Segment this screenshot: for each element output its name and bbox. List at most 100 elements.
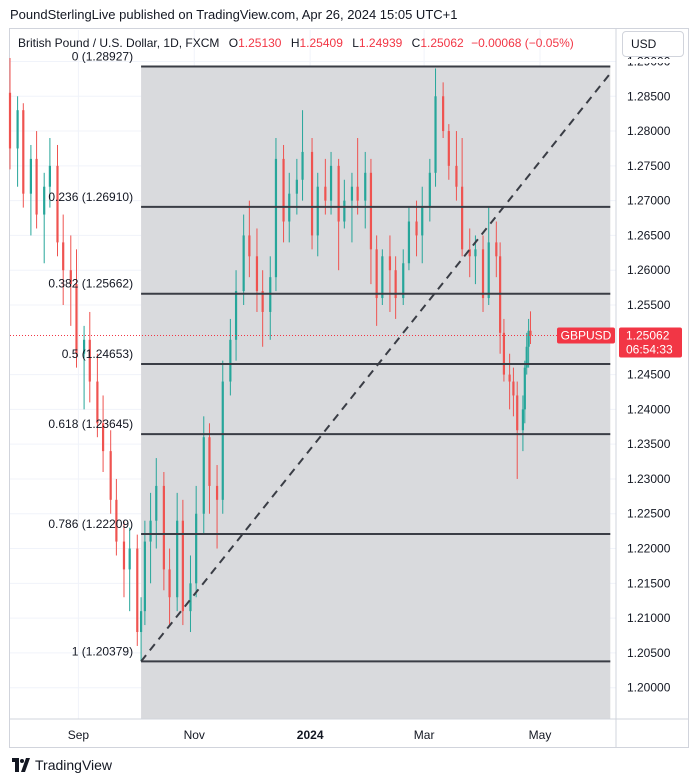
candle [261, 270, 264, 347]
candle-body [139, 611, 143, 633]
y-tick-label: 1.23000 [627, 472, 671, 486]
fib-level-label: 0.382 (1.25662) [48, 277, 133, 291]
candle-body [474, 249, 477, 257]
candle-body [128, 548, 131, 570]
price-tag-countdown: 06:54:33 [626, 342, 673, 356]
candle [381, 249, 384, 306]
candle [168, 548, 171, 626]
candle-body [502, 332, 506, 375]
candle-body [447, 131, 450, 166]
candle [356, 138, 359, 215]
candle [22, 103, 25, 208]
y-tick-label: 1.21500 [627, 576, 671, 590]
candle [176, 492, 179, 612]
candle [208, 423, 211, 514]
candle [442, 82, 445, 139]
candle-body [96, 381, 99, 424]
candle-body [122, 541, 126, 570]
change-value: −0.00068 (−0.05%) [471, 36, 574, 50]
candle [516, 381, 519, 479]
candle-body [48, 165, 51, 187]
symbol-legend: British Pound / U.S. Dollar, 1D, FXCM O1… [18, 36, 574, 50]
open-label: O [228, 36, 239, 50]
candle [337, 158, 340, 271]
candle-body [428, 172, 431, 208]
candle-body [402, 263, 405, 299]
high-value: 1.25409 [299, 36, 343, 50]
x-tick-label: Mar [414, 728, 435, 742]
candle [229, 318, 232, 396]
candle-body [369, 172, 373, 250]
candle [295, 158, 298, 215]
candle [48, 138, 51, 208]
candle [248, 200, 251, 278]
candle-body [364, 172, 367, 201]
candle [143, 520, 146, 626]
candle-body [316, 186, 319, 236]
candle [35, 131, 38, 229]
candle-body [234, 291, 238, 340]
candle-body [69, 270, 72, 285]
candle [75, 249, 78, 368]
candle [447, 124, 450, 180]
candle [434, 68, 437, 187]
candle-body [527, 330, 530, 347]
y-tick-label: 1.26500 [627, 228, 671, 242]
candle-body [295, 179, 298, 194]
candle [525, 332, 528, 375]
candle [421, 186, 424, 264]
candle [512, 367, 515, 417]
currency-button[interactable]: USD [622, 31, 684, 57]
candle [69, 235, 72, 326]
high-label: H [290, 36, 300, 50]
candle-body [516, 395, 519, 431]
candle [282, 144, 285, 243]
candle [523, 360, 526, 424]
candle [388, 235, 392, 312]
candle-body [442, 96, 445, 132]
y-tick-label: 1.26000 [627, 263, 671, 277]
fib-level-label: 1 (1.20379) [72, 644, 133, 658]
candle [29, 144, 32, 236]
candle [101, 395, 105, 472]
candle-body [242, 235, 245, 292]
candle-body [115, 499, 118, 542]
candle-body [310, 151, 314, 236]
candle-body [324, 186, 327, 201]
candle-body [56, 165, 59, 243]
y-tick-label: 1.24000 [627, 402, 671, 416]
y-tick-label: 1.25500 [627, 298, 671, 312]
low-label: L [352, 36, 359, 50]
candle-body [523, 367, 526, 410]
candle-body [337, 165, 340, 222]
candle [343, 179, 346, 229]
candle [495, 221, 498, 278]
candle [310, 138, 314, 250]
symbol-tag [557, 327, 615, 344]
y-tick-label: 1.27000 [627, 194, 671, 208]
candle-body [388, 256, 392, 271]
candle [481, 235, 485, 312]
candle-body [521, 409, 525, 431]
candle-body [43, 186, 46, 215]
candle [521, 395, 525, 452]
candle-body [181, 520, 184, 612]
candle-body [421, 207, 424, 236]
candle-body [407, 221, 411, 264]
candle [316, 172, 319, 257]
candle [234, 270, 238, 361]
y-tick-label: 1.22500 [627, 507, 671, 521]
y-tick-label: 1.28500 [627, 89, 671, 103]
candle-body [461, 186, 464, 250]
candle [115, 478, 118, 556]
candle [8, 58, 12, 170]
x-tick-label: Sep [68, 728, 90, 742]
candle-body [329, 165, 333, 201]
candle-body [508, 374, 511, 382]
price-tag-value: 1.25062 [626, 328, 670, 342]
candle-body [350, 186, 354, 201]
candle [181, 499, 184, 626]
candle [394, 256, 397, 319]
y-tick-label: 1.24500 [627, 368, 671, 382]
